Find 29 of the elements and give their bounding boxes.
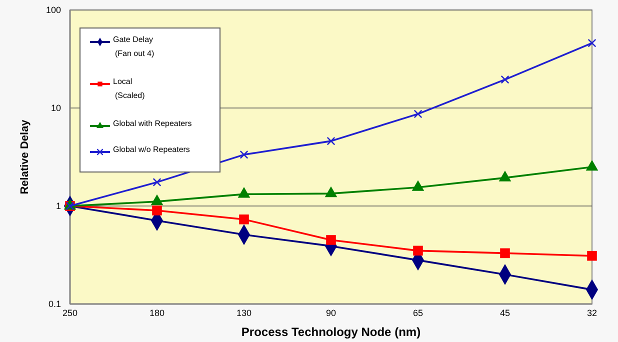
point [500, 75, 510, 84]
x-axis-title: Process Technology Node (nm) [241, 325, 421, 339]
x-tick-label: 65 [412, 308, 424, 318]
x-tick-label: 45 [500, 308, 510, 318]
y-tick-label: 0.1 [48, 299, 61, 310]
legend-label: Local (Scaled) [113, 77, 146, 100]
point [587, 250, 597, 261]
point [240, 150, 248, 159]
x-tick-label: 90 [326, 308, 336, 318]
x-tick-label: 32 [586, 308, 598, 318]
point [152, 178, 162, 186]
y-tick-label: 1 [56, 201, 61, 212]
point [588, 38, 596, 48]
legend-label: Global w/o Repeaters [113, 145, 190, 154]
y-tick-label: 100 [46, 5, 61, 16]
y-tick-label: 10 [50, 103, 61, 114]
point [326, 235, 336, 245]
point [152, 206, 162, 216]
point [413, 246, 423, 256]
x-tick-label: 130 [236, 308, 252, 318]
point [239, 214, 249, 224]
y-axis-title: Relative Delay [19, 118, 31, 194]
point [500, 248, 510, 258]
x-tick-label: 250 [62, 308, 78, 318]
x-tick-label: 180 [149, 308, 165, 318]
point [414, 110, 422, 118]
legend-label: Global with Repeaters [113, 119, 192, 128]
legend-label: Gate Delay (Fan out 4) [113, 35, 154, 58]
point [326, 136, 336, 146]
